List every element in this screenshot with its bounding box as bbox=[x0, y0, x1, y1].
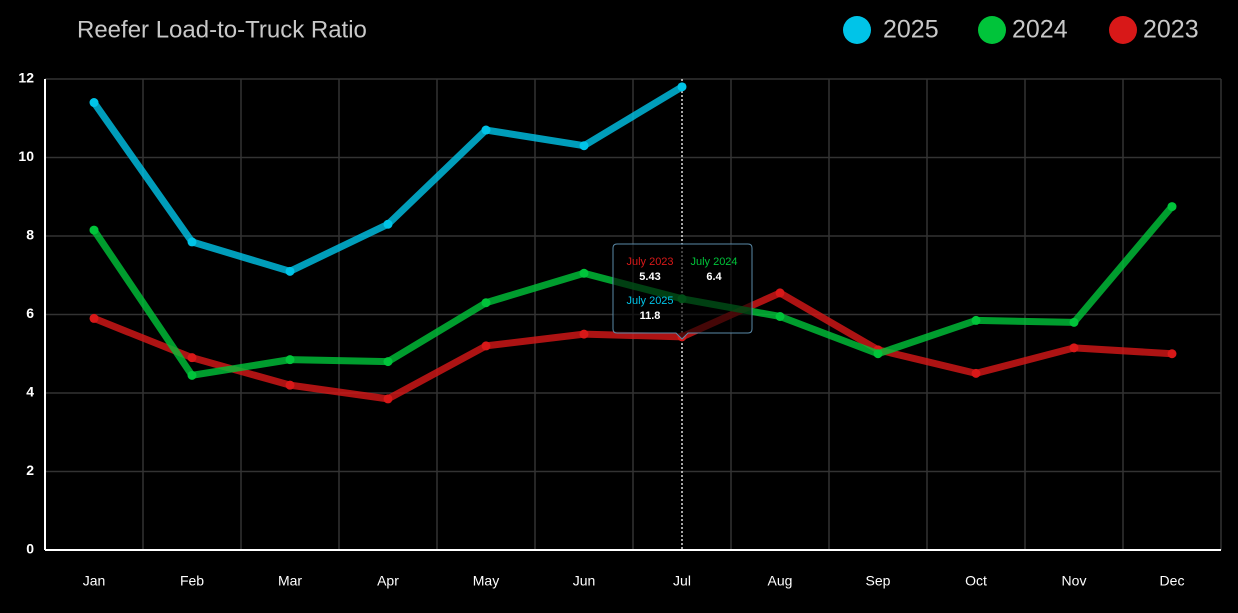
point bbox=[677, 82, 687, 92]
legend-label: 2024 bbox=[1012, 16, 1068, 44]
x-tick-label: Dec bbox=[1160, 573, 1185, 589]
point bbox=[89, 225, 99, 235]
tooltip-value: 5.43 bbox=[639, 271, 660, 283]
tooltip: July 2023 5.43 July 2024 6.4 July 2025 11.8 bbox=[612, 243, 753, 340]
point bbox=[89, 98, 99, 108]
point bbox=[873, 349, 883, 359]
x-tick-label: Mar bbox=[278, 573, 302, 589]
tooltip-label: July 2025 bbox=[626, 295, 673, 307]
legend-swatch bbox=[1109, 16, 1137, 44]
point bbox=[579, 141, 589, 151]
tooltip-value: 6.4 bbox=[706, 271, 722, 283]
x-tick-label: Jan bbox=[83, 573, 106, 589]
point bbox=[383, 357, 393, 367]
point bbox=[1167, 202, 1177, 212]
point bbox=[187, 353, 197, 363]
y-tick-label: 8 bbox=[26, 227, 34, 243]
point bbox=[481, 125, 491, 135]
point bbox=[971, 368, 981, 378]
point bbox=[1069, 317, 1079, 327]
legend-label: 2025 bbox=[883, 16, 939, 44]
x-tick-label: Sep bbox=[866, 573, 891, 589]
point bbox=[285, 266, 295, 276]
x-tick-label: Aug bbox=[768, 573, 793, 589]
x-tick-label: Feb bbox=[180, 573, 204, 589]
point bbox=[383, 394, 393, 404]
point bbox=[89, 313, 99, 323]
x-tick-label: Apr bbox=[377, 573, 399, 589]
point bbox=[285, 380, 295, 390]
tooltip-value: 11.8 bbox=[640, 310, 661, 322]
point bbox=[579, 268, 589, 278]
point bbox=[285, 355, 295, 365]
point bbox=[187, 237, 197, 247]
point bbox=[775, 311, 785, 321]
y-tick-label: 2 bbox=[26, 462, 34, 478]
point bbox=[775, 288, 785, 298]
point bbox=[1167, 349, 1177, 359]
x-tick-label: Jul bbox=[673, 573, 691, 589]
tooltip-label: July 2023 bbox=[626, 256, 673, 268]
point bbox=[187, 370, 197, 380]
tooltip-label: July 2024 bbox=[690, 256, 737, 268]
point bbox=[481, 298, 491, 308]
x-tick-label: Oct bbox=[965, 573, 987, 589]
point bbox=[383, 219, 393, 229]
point bbox=[1069, 343, 1079, 353]
y-tick-label: 10 bbox=[18, 148, 34, 164]
chart-title: Reefer Load-to-Truck Ratio bbox=[77, 16, 367, 43]
y-tick-label: 12 bbox=[18, 70, 34, 86]
series-line bbox=[92, 289, 1173, 403]
legend-swatch bbox=[978, 16, 1006, 44]
y-tick-label: 4 bbox=[26, 384, 34, 400]
legend-swatch bbox=[843, 16, 871, 44]
tooltip-box bbox=[612, 243, 753, 340]
point bbox=[481, 341, 491, 351]
x-tick-label: Jun bbox=[573, 573, 596, 589]
x-tick-label: Nov bbox=[1062, 573, 1087, 589]
legend-label: 2023 bbox=[1143, 16, 1199, 44]
y-tick-label: 0 bbox=[26, 541, 34, 557]
point bbox=[579, 329, 589, 339]
point bbox=[971, 315, 981, 325]
x-tick-label: May bbox=[473, 573, 499, 589]
y-tick-label: 6 bbox=[26, 305, 34, 321]
